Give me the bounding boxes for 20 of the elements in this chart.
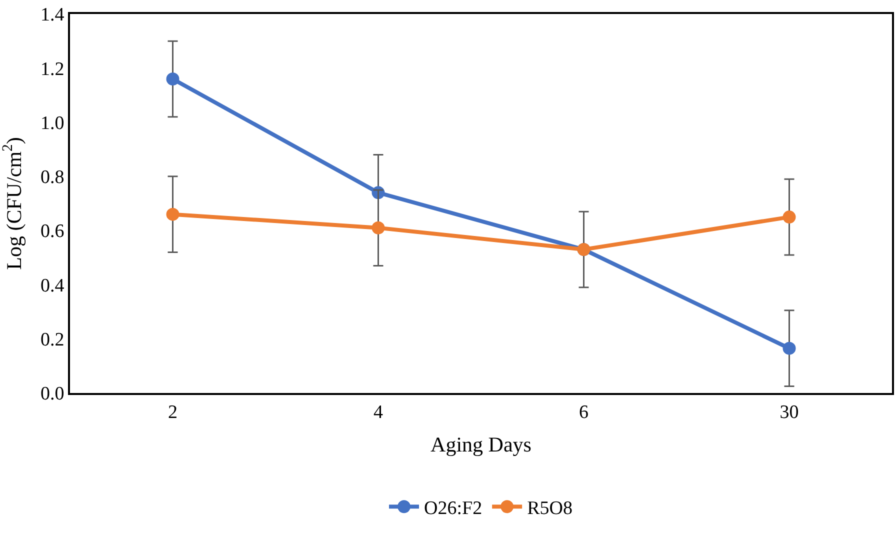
point [166, 72, 180, 86]
point [782, 210, 796, 224]
y-tick-label: 1.2 [40, 58, 64, 80]
x-tick-label: 2 [168, 402, 178, 423]
y-tick-label: 0.0 [40, 384, 64, 405]
y-tick-label: 1.0 [40, 112, 64, 134]
y-tick-label: 0.2 [40, 330, 64, 351]
y-tick-label: 0.8 [40, 167, 64, 188]
x-tick-label: 4 [374, 402, 384, 423]
point [782, 342, 796, 355]
legend-label: O26:F2 [424, 498, 482, 520]
point [372, 221, 385, 234]
point [166, 208, 180, 221]
y-tick-label: 1.4 [40, 4, 65, 26]
x-tick-label: 6 [579, 402, 588, 423]
legend-label: R5O8 [527, 498, 572, 520]
x-axis-title: Aging Days [430, 432, 532, 456]
y-tick-label: 0.4 [40, 275, 65, 296]
y-tick-label: 0.6 [40, 221, 64, 242]
x-tick-label: 30 [780, 402, 799, 423]
